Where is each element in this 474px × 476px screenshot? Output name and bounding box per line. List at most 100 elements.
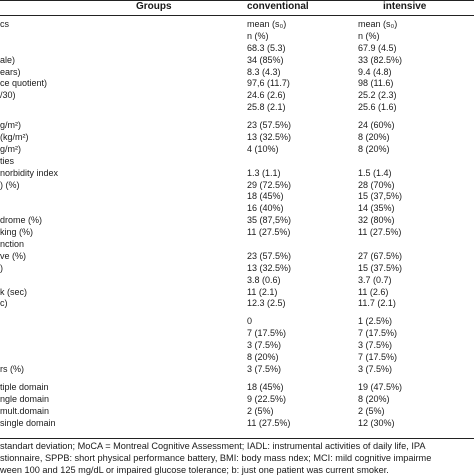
conventional-value: 0 (247, 316, 253, 327)
table-row: 25.8 (2.1) 25.6 (1.6) (0, 102, 474, 114)
table-row: 8 (20%) 7 (17.5%) (0, 352, 474, 364)
footnote-line: ween 100 and 125 mg/dL or impaired gluco… (0, 465, 389, 475)
intensive-value: 15 (37,5%) (358, 191, 403, 202)
table-row: ve (%) 23 (57.5%) 27 (67.5%) (0, 251, 474, 263)
row-label: k (sec) (0, 286, 27, 297)
intensive-value: 14 (35%) (358, 203, 395, 214)
table-row: nction (0, 239, 474, 251)
row-label: nction (0, 239, 25, 250)
row-label: g/m²) (0, 143, 21, 154)
row-label: ties (0, 155, 15, 166)
table-row: tiple domain 18 (45%) 19 (47.5%) (0, 382, 474, 394)
conventional-value: 34 (85%) (247, 54, 284, 65)
conventional-value: 68.3 (5.3) (247, 42, 286, 53)
table-row: 7 (17.5%) 7 (17.5%) (0, 328, 474, 340)
intensive-value: 11 (2.6) (358, 286, 389, 297)
conventional-value: 3 (7.5%) (247, 363, 282, 374)
row-label: ve (%) (0, 250, 27, 261)
table-row: (kg/m²) 13 (32.5%) 8 (20%) (0, 132, 474, 144)
row-label: ears) (0, 66, 21, 77)
conventional-value: 9 (22.5%) (247, 393, 287, 404)
conventional-value: 23 (57.5%) (247, 120, 292, 131)
row-label: ale) (0, 54, 16, 65)
intensive-value: 11.7 (2.1) (358, 298, 396, 309)
row-label: single domain (0, 417, 56, 428)
header-conventional: conventional (247, 1, 309, 12)
row-label: norbidity index (0, 167, 59, 178)
table-footnotes: standart deviation; MoCA = Montreal Cogn… (0, 440, 474, 476)
conventional-value: 1.3 (1.1) (247, 167, 281, 178)
table-row: rs (%) 3 (7.5%) 3 (7.5%) (0, 364, 474, 376)
conventional-value: 4 (10%) (247, 143, 279, 154)
intensive-value: 32 (80%) (358, 215, 395, 226)
table-row: g/m²) 23 (57.5%) 24 (60%) (0, 120, 474, 132)
row-label: tiple domain (0, 381, 49, 392)
intensive-value: 8 (20%) (358, 143, 390, 154)
intensive-value: 33 (82.5%) (358, 54, 403, 65)
table-row: ears) 8.3 (4.3) 9.4 (4.8) (0, 67, 474, 79)
intensive-value: 1.5 (1.4) (358, 167, 392, 178)
intensive-value: 67.9 (4.5) (358, 42, 397, 53)
row-label: ce quotient) (0, 78, 48, 89)
conventional-value: 12.3 (2.5) (247, 298, 286, 309)
table-row: single domain 11 (27.5%) 12 (30%) (0, 418, 474, 430)
table-row: c) 12.3 (2.5) 11.7 (2.1) (0, 298, 474, 310)
intensive-value: 11 (27.5%) (358, 227, 402, 238)
intensive-value: 7 (17.5%) (358, 352, 398, 363)
intensive-value: 1 (2.5%) (358, 316, 393, 327)
table-row: g/m²) 4 (10%) 8 (20%) (0, 144, 474, 156)
intensive-value: 7 (17.5%) (358, 328, 398, 339)
conventional-value: 16 (40%) (247, 203, 284, 214)
intensive-value: 98 (11.6) (358, 78, 394, 89)
intensive-value: 2 (5%) (358, 405, 385, 416)
conventional-value: 18 (45%) (247, 191, 284, 202)
intensive-value: 15 (37.5%) (358, 262, 403, 273)
table-row: ce quotient) 97,6 (11.7) 98 (11.6) (0, 78, 474, 90)
conventional-value: mean (s₀) (247, 19, 287, 29)
table-row: norbidity index 1.3 (1.1) 1.5 (1.4) (0, 168, 474, 180)
table-row: drome (%) 35 (87,5%) 32 (80%) (0, 215, 474, 227)
conventional-value: 7 (17.5%) (247, 328, 287, 339)
table-body: cs mean (s₀) mean (s₀) n (%) n (%) 68.3 (5.3)… (0, 19, 474, 429)
table-row: ties (0, 156, 474, 168)
table-row: ) 13 (32.5%) 15 (37.5%) (0, 263, 474, 275)
conventional-value: 8 (20%) (247, 352, 279, 363)
table-row: ) (%) 29 (72.5%) 28 (70%) (0, 180, 474, 192)
table-row: 3 (7.5%) 3 (7.5%) (0, 340, 474, 352)
conventional-value: 11 (27.5%) (247, 227, 291, 238)
conventional-value: n (%) (247, 30, 269, 41)
intensive-value: 25.6 (1.6) (358, 102, 397, 113)
intensive-value: 25.2 (2.3) (358, 90, 397, 101)
row-label: (kg/m²) (0, 132, 29, 143)
intensive-value: 24 (60%) (358, 120, 395, 131)
intensive-value: mean (s₀) (358, 19, 398, 29)
conventional-value: 25.8 (2.1) (247, 102, 286, 113)
conventional-value: 3 (7.5%) (247, 340, 282, 351)
conventional-value: 2 (5%) (247, 405, 274, 416)
row-label: g/m²) (0, 120, 21, 131)
row-label: c) (0, 298, 8, 309)
row-label: /30) (0, 90, 16, 101)
intensive-value: 3 (7.5%) (358, 340, 393, 351)
table-row: /30) 24.6 (2.6) 25.2 (2.3) (0, 90, 474, 102)
intensive-value: n (%) (358, 30, 380, 41)
table-row: ngle domain 9 (22.5%) 8 (20%) (0, 394, 474, 406)
conventional-value: 8.3 (4.3) (247, 66, 281, 77)
table-row: ale) 34 (85%) 33 (82.5%) (0, 55, 474, 67)
table-row: 18 (45%) 15 (37,5%) (0, 191, 474, 203)
table-top-rule (0, 0, 474, 1)
header-intensive: intensive (383, 1, 427, 12)
intensive-value: 28 (70%) (358, 179, 395, 190)
intensive-value: 3 (7.5%) (358, 363, 393, 374)
intensive-value: 27 (67.5%) (358, 250, 403, 261)
header-groups: Groups (136, 1, 172, 12)
table-row: cs mean (s₀) mean (s₀) (0, 19, 474, 31)
footnote-line: stionnaire, SPPB: short physical perform… (0, 453, 432, 463)
conventional-value: 11 (2.1) (247, 286, 278, 297)
conventional-value: 23 (57.5%) (247, 250, 292, 261)
conventional-value: 18 (45%) (247, 381, 284, 392)
conventional-value: 29 (72.5%) (247, 179, 292, 190)
table-row: king (%) 11 (27.5%) 11 (27.5%) (0, 227, 474, 239)
intensive-value: 12 (30%) (358, 417, 395, 428)
